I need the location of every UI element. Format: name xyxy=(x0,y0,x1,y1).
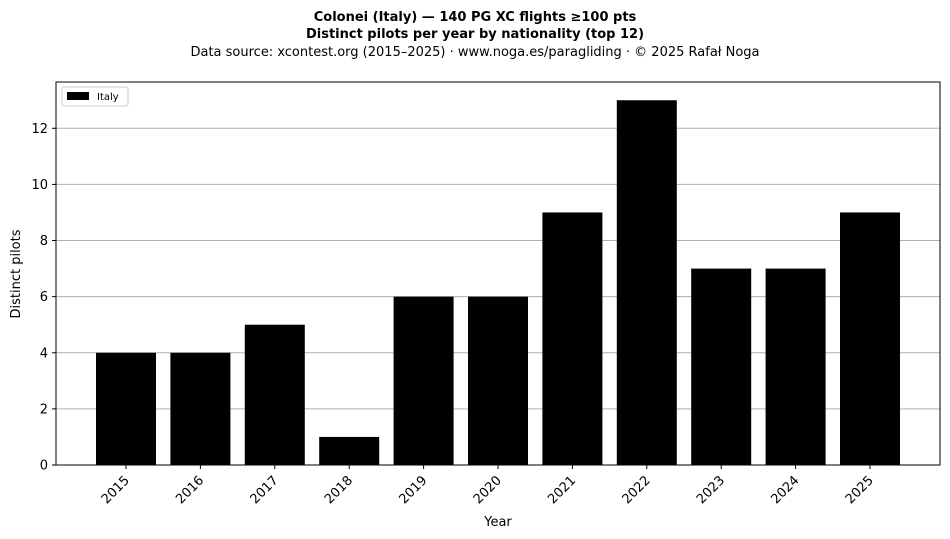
legend-label: Italy xyxy=(97,92,119,103)
bar-2025 xyxy=(840,212,900,465)
x-tick-label: 2025 xyxy=(843,473,877,507)
y-tick-label: 0 xyxy=(40,459,48,474)
chart-source: Data source: xcontest.org (2015–2025) · … xyxy=(190,45,759,60)
bar-2023 xyxy=(691,268,752,465)
y-tick-label: 4 xyxy=(40,346,48,361)
x-axis-ticks: 2015 2016 2017 2018 2019 2020 2021 2022 2023 2024… xyxy=(99,465,877,507)
chart-title: Colonei (Italy) — 140 PG XC flights ≥100… xyxy=(314,10,637,25)
x-tick-label: 2017 xyxy=(248,473,282,507)
chart-subtitle: Distinct pilots per year by nationality … xyxy=(306,27,644,42)
x-tick-label: 2016 xyxy=(173,473,207,507)
x-tick-label: 2024 xyxy=(768,473,802,507)
y-tick-label: 2 xyxy=(40,402,48,417)
bar-2017 xyxy=(244,324,305,465)
bar-2018 xyxy=(319,436,380,465)
bars xyxy=(96,100,900,465)
x-tick-label: 2015 xyxy=(99,473,133,507)
bar-2015 xyxy=(96,352,156,465)
bar-2022 xyxy=(616,100,677,465)
x-tick-label: 2019 xyxy=(396,473,430,507)
legend-swatch xyxy=(67,92,89,100)
bar-2019 xyxy=(393,296,454,465)
y-axis-label: Distinct pilots xyxy=(9,229,24,318)
x-tick-label: 2023 xyxy=(694,473,728,507)
y-tick-label: 6 xyxy=(40,290,48,305)
bar-2024 xyxy=(765,268,826,465)
legend: Italy xyxy=(61,86,129,107)
bar-2021 xyxy=(542,212,603,465)
legend-box xyxy=(61,86,129,107)
x-tick-label: 2018 xyxy=(322,473,356,507)
y-tick-label: 8 xyxy=(40,234,48,249)
y-tick-label: 12 xyxy=(31,122,48,137)
x-tick-label: 2022 xyxy=(620,473,654,507)
bar-2020 xyxy=(468,296,528,465)
x-tick-label: 2021 xyxy=(545,473,579,507)
y-axis-ticks: 0 2 4 6 8 10 12 xyxy=(31,122,56,474)
bar-2016 xyxy=(170,352,231,465)
x-tick-label: 2020 xyxy=(471,473,505,507)
y-tick-label: 10 xyxy=(31,178,48,193)
x-axis-label: Year xyxy=(483,515,512,530)
